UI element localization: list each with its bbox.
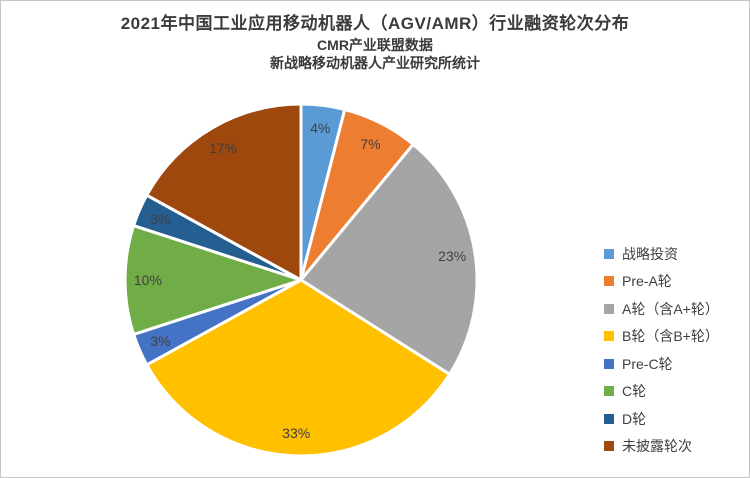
legend-label: 战略投资: [622, 245, 678, 262]
pie-data-label-3: 33%: [282, 425, 311, 441]
legend-item-5: C轮: [604, 378, 719, 406]
legend-label: 未披露轮次: [622, 438, 692, 455]
legend-item-2: A轮（含A+轮）: [604, 295, 719, 323]
legend-marker-icon: [604, 413, 614, 424]
legend-item-4: Pre-C轮: [604, 350, 719, 378]
pie-slice-7: [145, 102, 303, 282]
legend-label: Pre-C轮: [622, 355, 673, 372]
legend-item-1: Pre-A轮: [604, 268, 719, 296]
legend-label: A轮（含A+轮）: [622, 300, 719, 317]
legend-marker-icon: [604, 331, 614, 342]
legend: 战略投资 Pre-A轮 A轮（含A+轮） B轮（含B+轮） Pre-C轮 C轮 D轮未披露轮…: [604, 240, 719, 460]
legend-label: C轮: [622, 383, 647, 400]
legend-marker-icon: [604, 248, 614, 259]
pie-data-label-6: 3%: [150, 211, 171, 228]
legend-label: B轮（含B+轮）: [622, 328, 719, 345]
legend-marker-icon: [604, 303, 614, 314]
pie-data-label-4: 3%: [150, 332, 171, 349]
pie-data-label-5: 10%: [133, 272, 162, 288]
legend-marker-icon: [604, 276, 614, 287]
legend-item-7: 未披露轮次: [604, 433, 719, 461]
pie-slice-5: [123, 224, 303, 336]
legend-marker-icon: [604, 441, 614, 452]
legend-marker-icon: [604, 386, 614, 397]
legend-label: Pre-A轮: [622, 273, 672, 290]
legend-item-6: D轮: [604, 405, 719, 433]
chart-subtitle-source: CMR产业联盟数据: [317, 37, 433, 53]
legend-item-0: 战略投资: [604, 240, 719, 268]
chart-subtitle-institute: 新战略移动机器人产业研究所统计: [270, 55, 480, 71]
pie-data-label-7: 17%: [209, 140, 238, 157]
chart-header: 2021年中国工业应用移动机器人（AGV/AMR）行业融资轮次分布 CMR产业联…: [1, 12, 749, 72]
pie-slice-2: [299, 142, 479, 376]
chart-title: 2021年中国工业应用移动机器人（AGV/AMR）行业融资轮次分布: [120, 14, 630, 33]
legend-label: D轮: [622, 410, 647, 427]
legend-item-3: B轮（含B+轮）: [604, 323, 719, 351]
pie-data-label-1: 7%: [360, 135, 381, 152]
pie-chart: 4% 7% 23% 33% 3% 10% 3% 17%: [121, 100, 481, 460]
pie-data-label-2: 23%: [438, 248, 467, 264]
pie-svg: [123, 102, 479, 458]
pie-data-label-0: 4%: [310, 120, 331, 137]
legend-marker-icon: [604, 358, 614, 369]
